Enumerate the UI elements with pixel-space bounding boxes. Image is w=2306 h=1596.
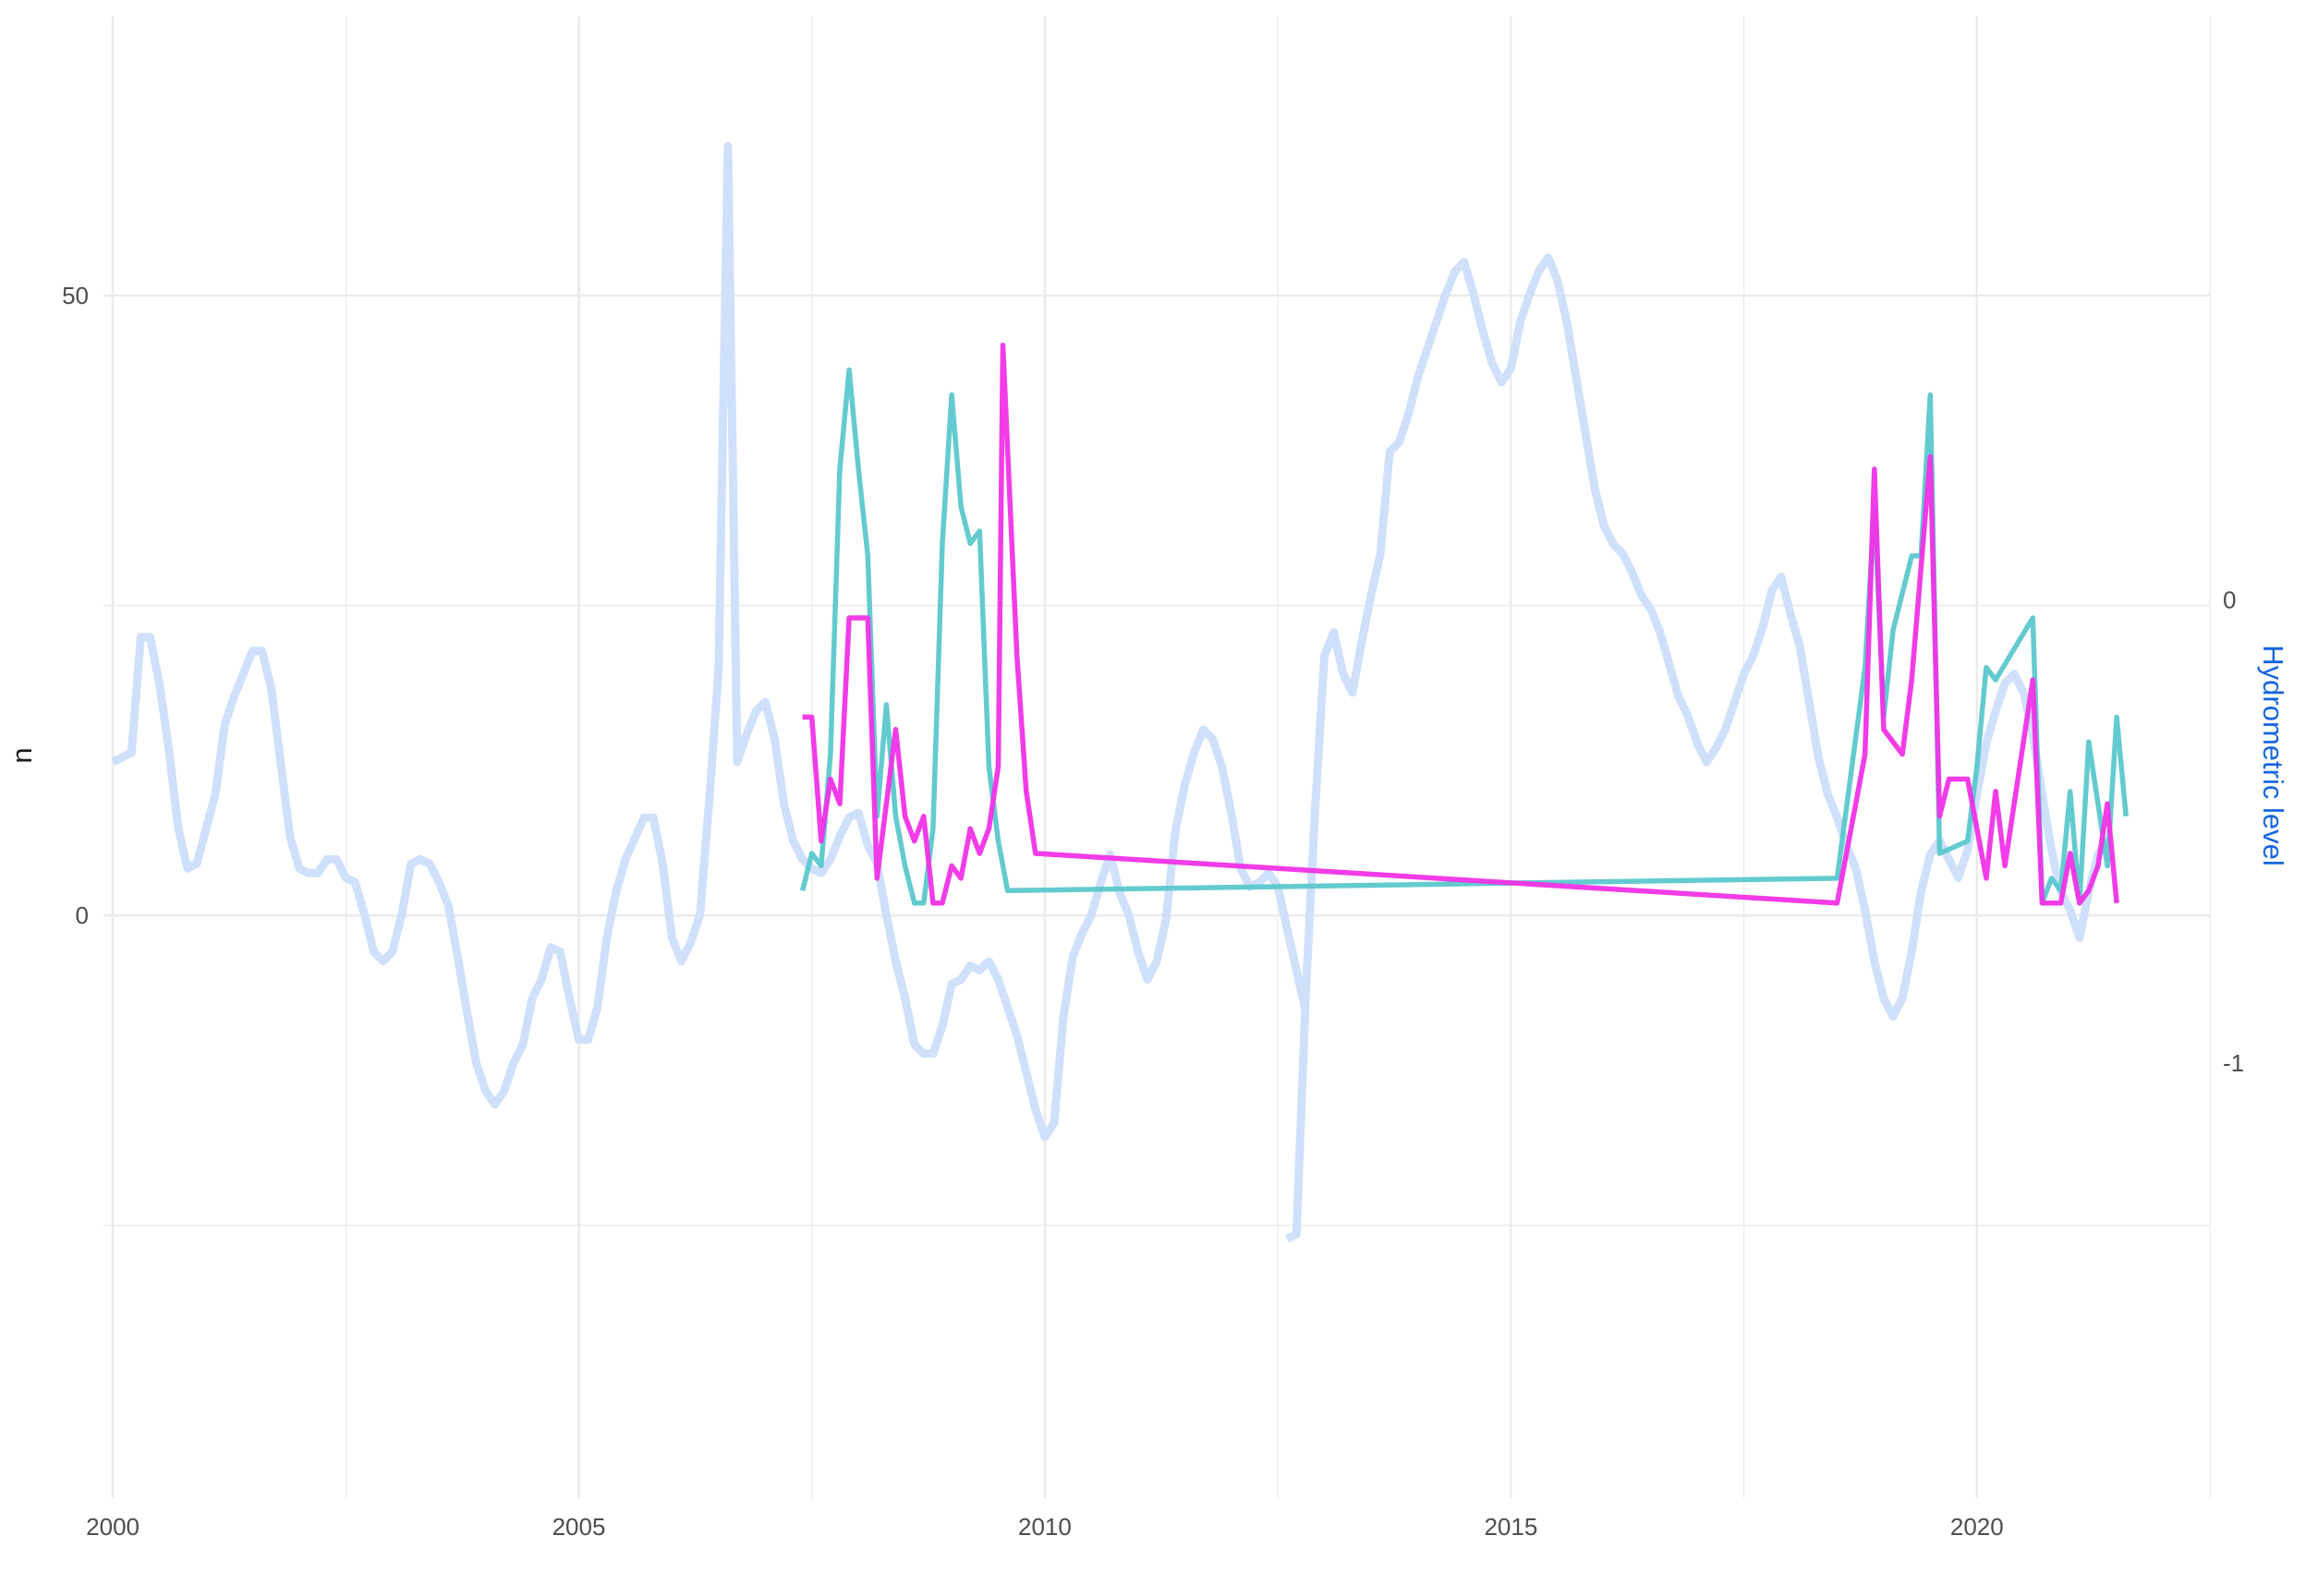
x-tick-label: 2020	[1950, 1513, 2004, 1541]
y-tick-label: 0	[76, 901, 89, 929]
x-tick-label: 2000	[86, 1513, 140, 1541]
y-tick-label: 50	[62, 282, 89, 309]
series-line-magenta-0	[802, 342, 2119, 906]
y2-tick-label: 0	[2223, 586, 2236, 614]
grid-major	[103, 17, 2210, 1498]
y-axis-title: n	[6, 747, 38, 763]
series-layer	[111, 141, 2129, 1243]
x-tick-labels: 2000 2005 2010 2015 2020	[86, 1513, 2004, 1541]
y-tick-labels: 0 50	[62, 282, 89, 929]
grid-minor	[103, 17, 2211, 1498]
x-tick-label: 2010	[1018, 1513, 1072, 1541]
y2-tick-label: -1	[2223, 1049, 2244, 1077]
y2-tick-labels: 0 -1	[2223, 586, 2244, 1077]
y2-axis-title: Hydrometric level	[2257, 645, 2289, 865]
x-tick-label: 2005	[552, 1513, 606, 1541]
series-line-hydrometric-0	[111, 141, 1310, 1142]
x-tick-label: 2015	[1484, 1513, 1537, 1541]
